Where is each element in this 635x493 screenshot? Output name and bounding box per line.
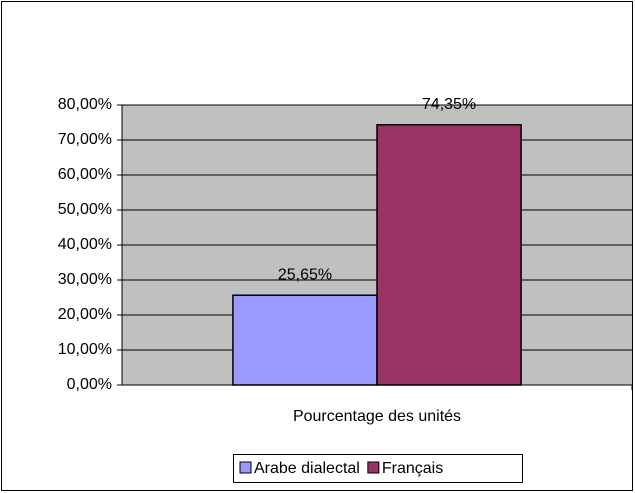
data-label: 74,35% xyxy=(422,96,476,113)
y-tick-label: 50,00% xyxy=(58,201,112,218)
y-tick-label: 70,00% xyxy=(58,131,112,148)
y-tick-label: 30,00% xyxy=(58,271,112,288)
y-tick-label: 20,00% xyxy=(58,306,112,323)
data-label: 25,65% xyxy=(278,266,332,283)
legend-swatch xyxy=(239,461,252,474)
legend-label: Arabe dialectal xyxy=(254,460,360,477)
y-tick-label: 80,00% xyxy=(58,96,112,113)
bar xyxy=(376,124,522,386)
y-tick-label: 60,00% xyxy=(58,166,112,183)
y-tick-label: 10,00% xyxy=(58,341,112,358)
x-tick-label: Pourcentage des unités xyxy=(293,408,461,425)
y-tick-label: 40,00% xyxy=(58,236,112,253)
legend-label: Français xyxy=(382,460,443,477)
bar xyxy=(232,294,378,386)
y-tick-label: 0,00% xyxy=(67,376,112,393)
legend-swatch xyxy=(367,461,380,474)
